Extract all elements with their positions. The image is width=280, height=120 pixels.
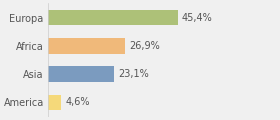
Bar xyxy=(48,66,114,82)
Text: 23,1%: 23,1% xyxy=(118,69,149,79)
Text: 45,4%: 45,4% xyxy=(182,13,213,23)
Bar xyxy=(48,10,178,25)
Bar xyxy=(48,95,61,110)
Bar xyxy=(48,38,125,54)
Text: 26,9%: 26,9% xyxy=(129,41,160,51)
Text: 4,6%: 4,6% xyxy=(65,97,90,107)
